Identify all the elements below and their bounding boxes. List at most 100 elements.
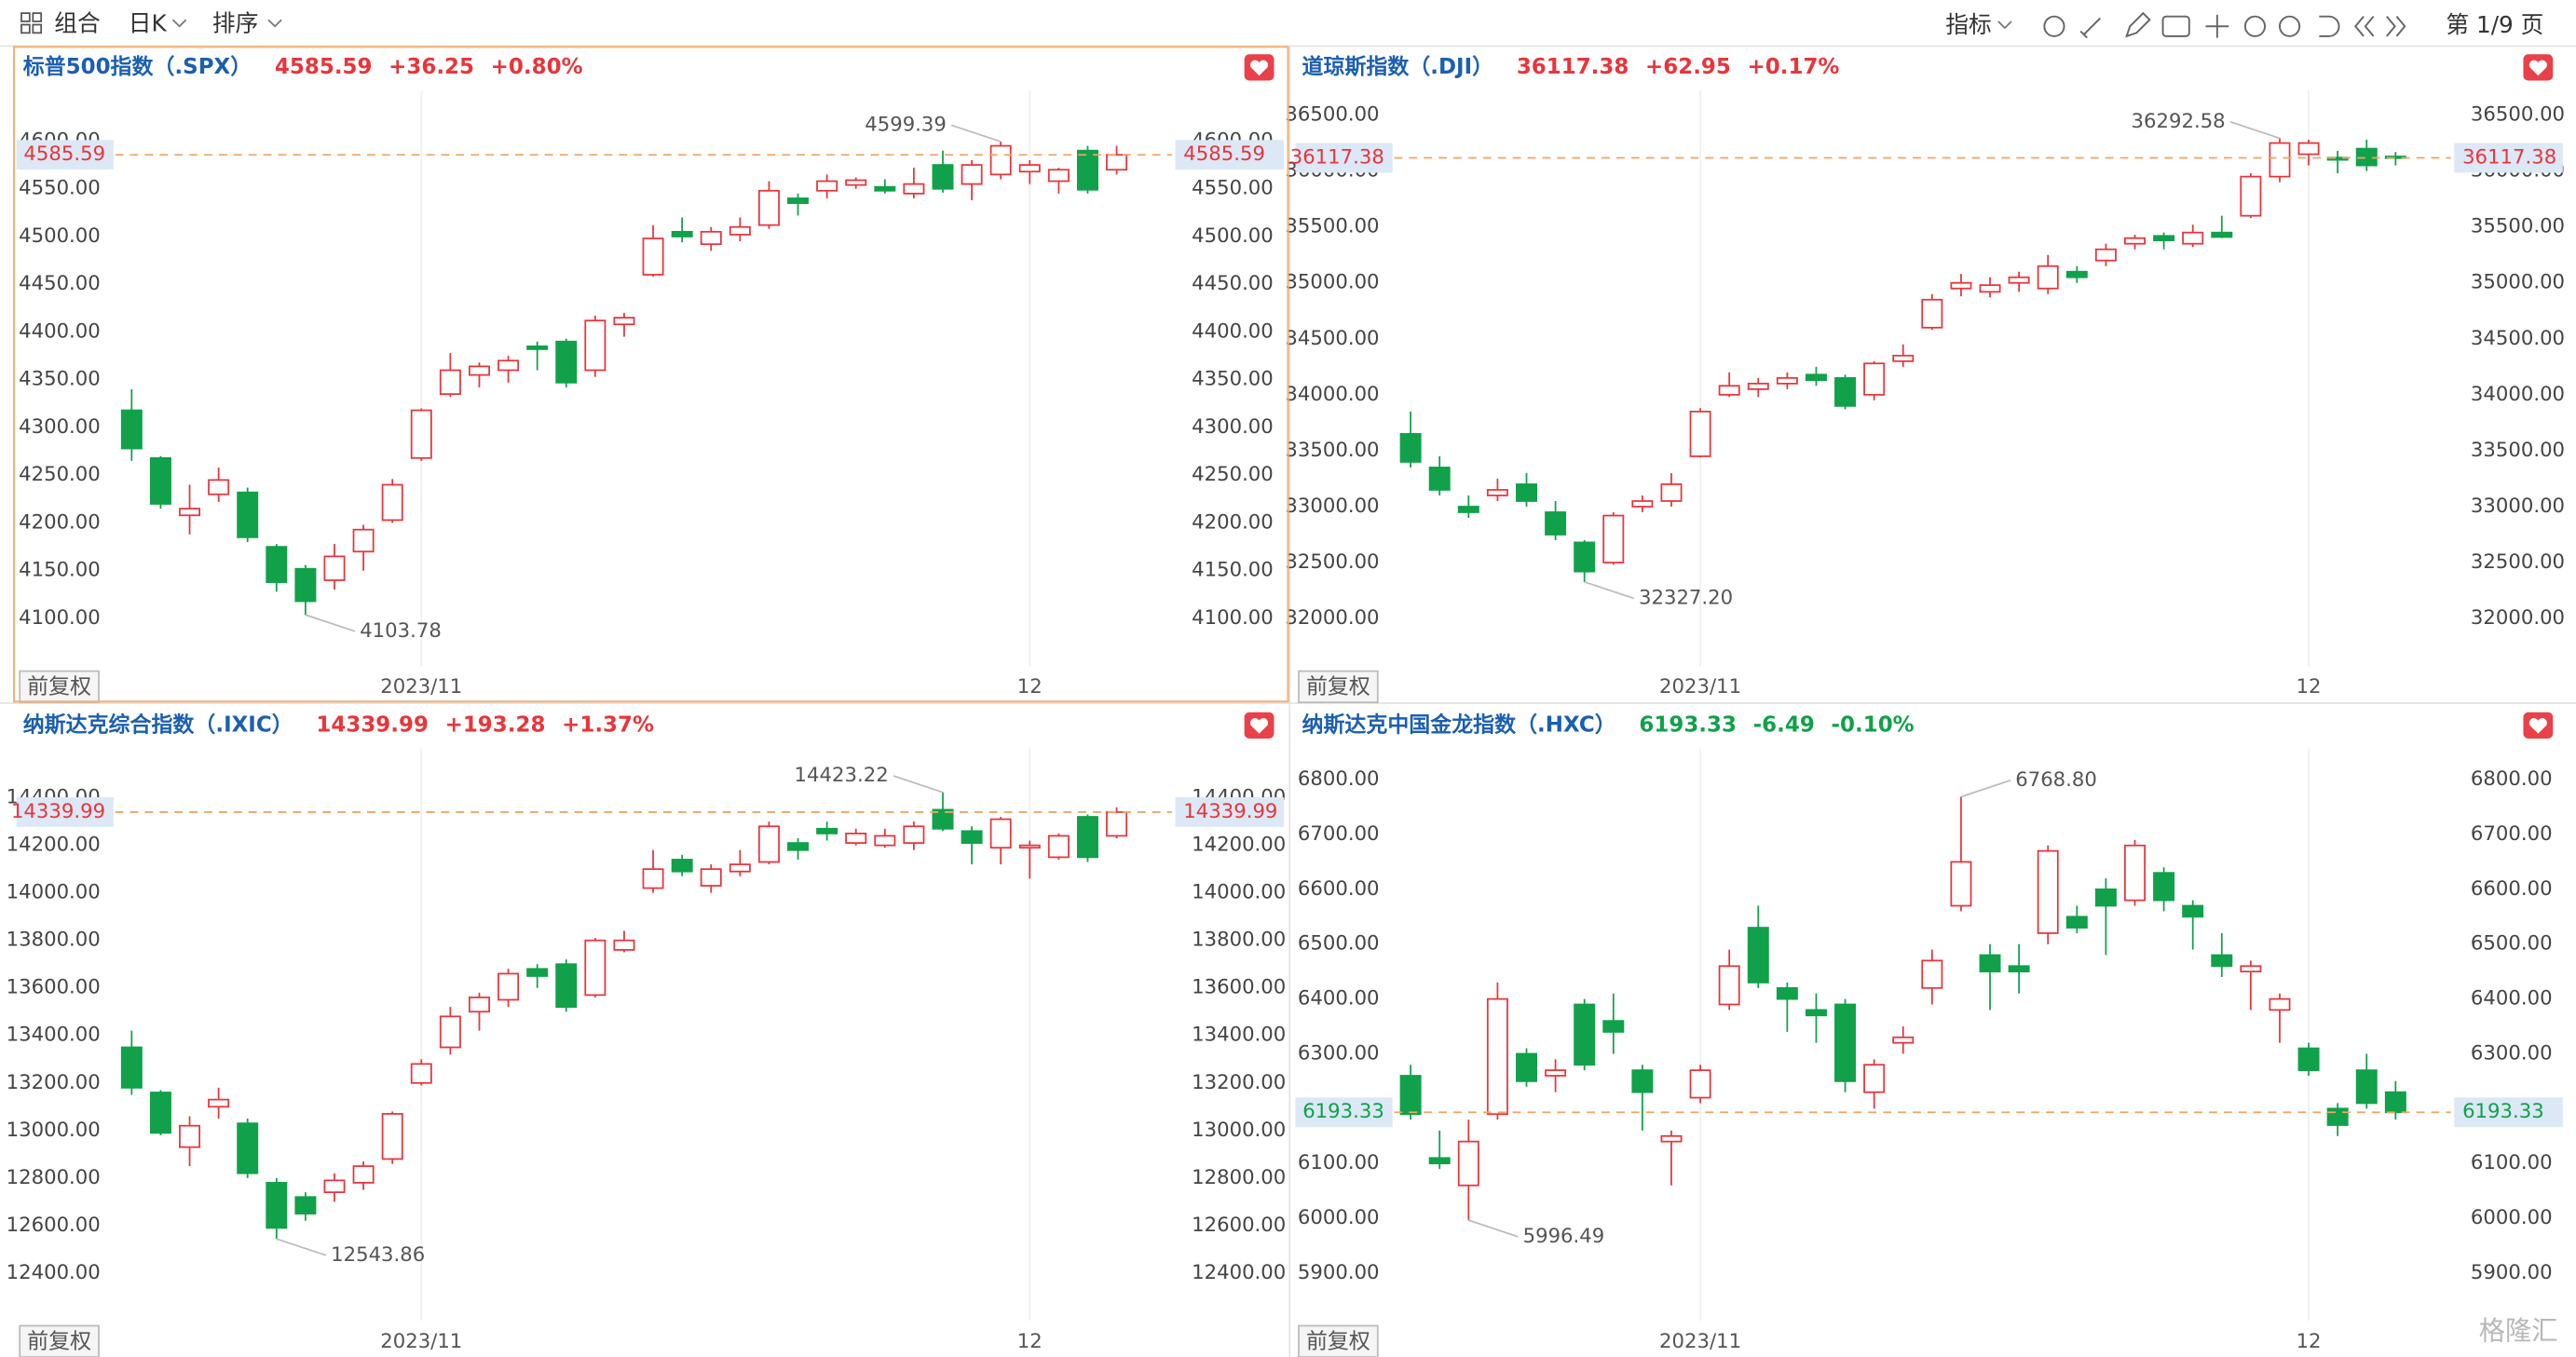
candle-body xyxy=(1834,1003,1857,1082)
candle-body xyxy=(1516,1052,1537,1082)
period-button[interactable]: 日K xyxy=(129,9,168,36)
y-tick-label-right: 36500.00 xyxy=(2471,102,2565,126)
candle-body xyxy=(584,939,607,997)
annotation-leader xyxy=(2229,120,2281,140)
candle-body xyxy=(2269,997,2291,1011)
candle-body xyxy=(1486,489,1508,496)
indicator-button[interactable]: 指标 xyxy=(1945,11,1991,38)
candle-body xyxy=(1631,1069,1654,1093)
y-tick-label: 34500.00 xyxy=(1285,326,1379,349)
y-tick-label: 35000.00 xyxy=(1285,270,1379,293)
zoom-out-icon[interactable] xyxy=(2243,15,2267,37)
extreme-label: 14423.22 xyxy=(795,763,889,786)
candle-body xyxy=(729,863,751,873)
candle-body xyxy=(1574,541,1596,573)
undo-icon[interactable] xyxy=(2319,15,2340,37)
candle-body xyxy=(787,842,810,851)
y-tick-label-right: 34000.00 xyxy=(2471,382,2565,405)
candle-body xyxy=(237,1122,259,1174)
x-tick-label: 2023/11 xyxy=(380,674,462,698)
candle-body xyxy=(2297,142,2320,156)
y-tick-label-right: 13600.00 xyxy=(1192,975,1286,998)
candle-body xyxy=(2182,231,2204,245)
y-tick-label: 4250.00 xyxy=(19,462,101,485)
candle-body xyxy=(613,317,635,326)
candle-body xyxy=(1863,362,1886,396)
text-icon[interactable] xyxy=(2161,15,2190,37)
candle-body xyxy=(1776,376,1798,385)
y-tick-label-right: 12600.00 xyxy=(1192,1213,1286,1236)
candle-body xyxy=(961,830,983,844)
candle-body xyxy=(671,859,693,873)
candle-body xyxy=(1602,514,1625,563)
price-change: +36.25 xyxy=(388,55,474,79)
y-tick-label: 6500.00 xyxy=(1298,931,1380,955)
layout-icon[interactable] xyxy=(20,12,43,34)
candle-body xyxy=(903,825,925,844)
y-tick-label-right: 6800.00 xyxy=(2471,767,2553,790)
y-tick-label: 14000.00 xyxy=(7,880,101,903)
candle-body xyxy=(2153,235,2175,241)
adjust-label: 前复权 xyxy=(27,1330,91,1354)
candle-body xyxy=(179,508,201,517)
y-tick-label-right: 4550.00 xyxy=(1192,176,1274,199)
chevron xyxy=(1997,20,2012,30)
candle-body xyxy=(2037,265,2059,290)
candle-body xyxy=(1076,816,1098,859)
candle-body xyxy=(2008,276,2030,284)
tool-icons xyxy=(2043,11,2406,39)
candle-body xyxy=(381,1113,403,1160)
group-button[interactable]: 组合 xyxy=(54,9,100,36)
y-tick-label: 4200.00 xyxy=(19,509,101,533)
prev-icon[interactable] xyxy=(2353,16,2375,37)
y-tick-label-right: 6400.00 xyxy=(2471,986,2553,1010)
y-tick-label-right: 4500.00 xyxy=(1192,224,1274,247)
last-price: 36117.38 xyxy=(1517,55,1629,79)
last-price-tag xyxy=(1295,142,1393,173)
candle-body xyxy=(816,827,838,835)
y-tick-label-right: 6300.00 xyxy=(2471,1040,2553,1064)
last-price-tag-label: 14339.99 xyxy=(11,799,105,822)
y-tick-label-right: 13400.00 xyxy=(1192,1023,1286,1046)
candle-body xyxy=(1689,1069,1711,1099)
candle-body xyxy=(584,319,607,372)
heart-icon xyxy=(2528,60,2547,76)
y-tick-label-right: 12400.00 xyxy=(1192,1260,1286,1283)
y-tick-label: 6100.00 xyxy=(1298,1150,1380,1174)
y-tick-label-right: 13000.00 xyxy=(1192,1118,1286,1141)
annotation-leader xyxy=(276,1238,327,1256)
annotation-leader xyxy=(893,775,944,794)
zoom-in-icon[interactable] xyxy=(2279,15,2301,37)
candle-body xyxy=(120,409,143,450)
link-icon[interactable] xyxy=(2079,17,2102,39)
price-change-pct: -0.10% xyxy=(1832,712,1915,737)
last-price-tag xyxy=(16,140,114,170)
next-icon[interactable] xyxy=(2386,16,2406,37)
candle-body xyxy=(1047,169,1070,183)
annotation-leader xyxy=(950,124,1002,142)
candle-body xyxy=(700,230,722,246)
adjust-label: 前复权 xyxy=(27,675,91,699)
extreme-label: 4599.39 xyxy=(865,112,947,135)
settings-icon[interactable] xyxy=(2043,15,2065,37)
candle-body xyxy=(1660,1134,1683,1143)
candle-body xyxy=(2065,916,2088,929)
candle-body xyxy=(2384,1091,2406,1114)
candle-body xyxy=(469,997,490,1013)
candle-body xyxy=(642,868,664,889)
y-tick-label-right: 32000.00 xyxy=(2471,605,2565,629)
cross-icon[interactable] xyxy=(2205,14,2229,38)
y-tick-label: 36500.00 xyxy=(1285,102,1379,126)
last-price-tag xyxy=(16,797,114,827)
y-tick-label: 33000.00 xyxy=(1285,494,1379,517)
annotation-leader xyxy=(1584,580,1634,600)
index-title: 纳斯达克综合指数（.IXIC） xyxy=(23,712,293,737)
last-price: 6193.33 xyxy=(1639,712,1737,737)
y-tick-label-right: 4350.00 xyxy=(1192,367,1274,390)
pen-icon[interactable] xyxy=(2125,11,2151,38)
y-tick-label: 35500.00 xyxy=(1285,214,1379,237)
sort-button[interactable]: 排序 xyxy=(212,9,258,36)
candle-body xyxy=(1921,959,1943,989)
index-title: 标普500指数（.SPX） xyxy=(23,54,252,79)
y-tick-label-right: 35500.00 xyxy=(2471,214,2565,237)
